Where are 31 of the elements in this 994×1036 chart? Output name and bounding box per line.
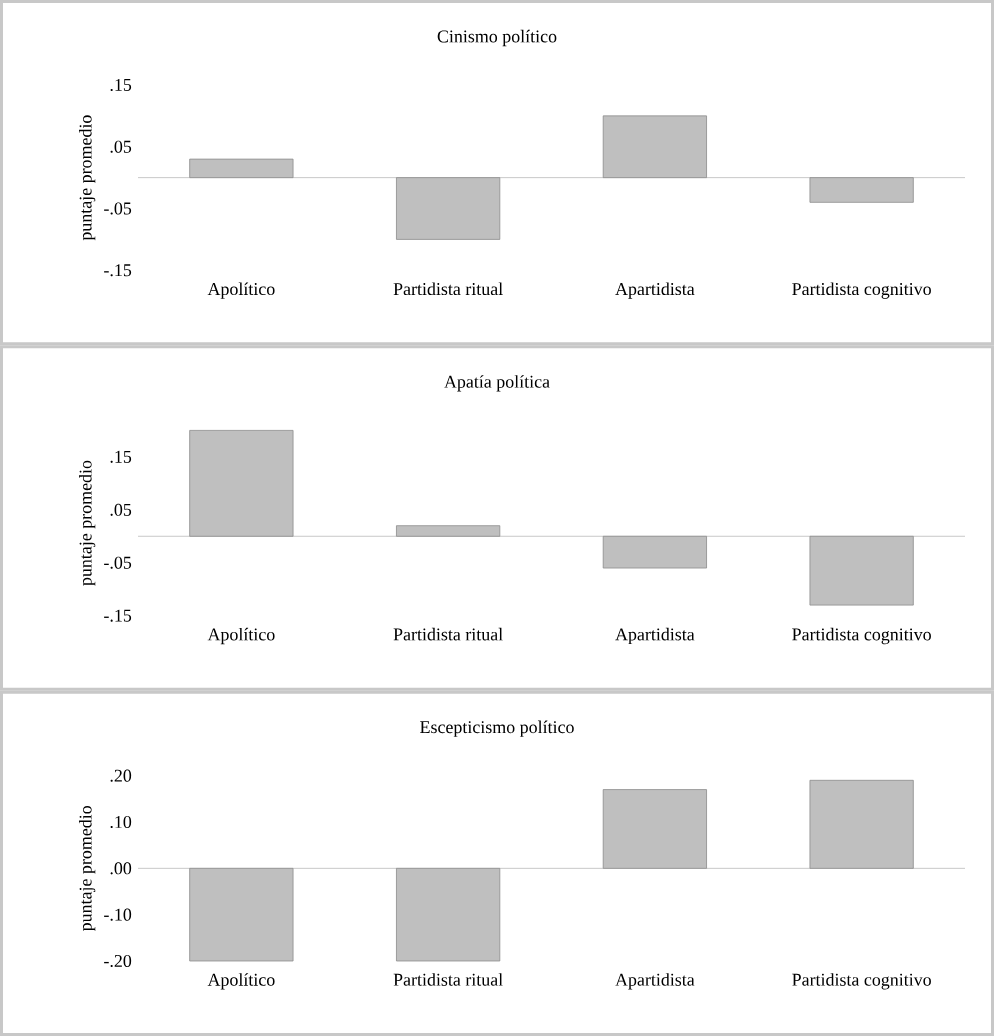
y-axis-title: puntaje promedio xyxy=(79,460,96,586)
y-axis-title: puntaje promedio xyxy=(79,806,96,932)
y-tick-label: .15 xyxy=(110,78,132,92)
y-tick-label: -.05 xyxy=(104,556,132,569)
x-tick-label: Partidista cognitivo xyxy=(792,627,931,645)
y-tick-label: .10 xyxy=(110,815,132,829)
x-tick-label: Partidista ritual xyxy=(393,973,503,986)
x-tick-label: Apolítico xyxy=(207,973,275,990)
y-tick-label: .15 xyxy=(110,450,132,463)
y-tick-label: -.15 xyxy=(104,609,132,622)
chart-title: Escepticismo político xyxy=(420,720,574,737)
y-tick-label: .20 xyxy=(110,769,132,782)
chart-title: Cinismo político xyxy=(437,29,557,47)
x-tick-label: Apartidista xyxy=(615,282,695,299)
x-tick-label: Partidista ritual xyxy=(393,282,503,296)
x-tick-label: Partidista cognitivo xyxy=(792,973,931,990)
x-tick-label: Apolítico xyxy=(207,627,275,645)
y-tick-label: -.10 xyxy=(104,908,132,921)
y-tick-label: -.05 xyxy=(104,202,132,215)
y-tick-label: -.20 xyxy=(104,954,132,968)
y-tick-label: -.15 xyxy=(104,264,132,277)
x-tick-label: Apolítico xyxy=(207,282,275,299)
x-tick-label: Apartidista xyxy=(615,973,695,990)
y-axis-title: puntaje promedio xyxy=(79,115,96,241)
x-tick-label: Partidista ritual xyxy=(393,627,503,641)
y-tick-label: .00 xyxy=(110,862,132,875)
x-tick-label: Apartidista xyxy=(615,627,695,645)
y-tick-label: .05 xyxy=(110,140,132,153)
chart-title: Apatía política xyxy=(444,375,550,392)
x-tick-label: Partidista cognitivo xyxy=(792,282,931,299)
y-tick-label: .05 xyxy=(110,503,132,516)
